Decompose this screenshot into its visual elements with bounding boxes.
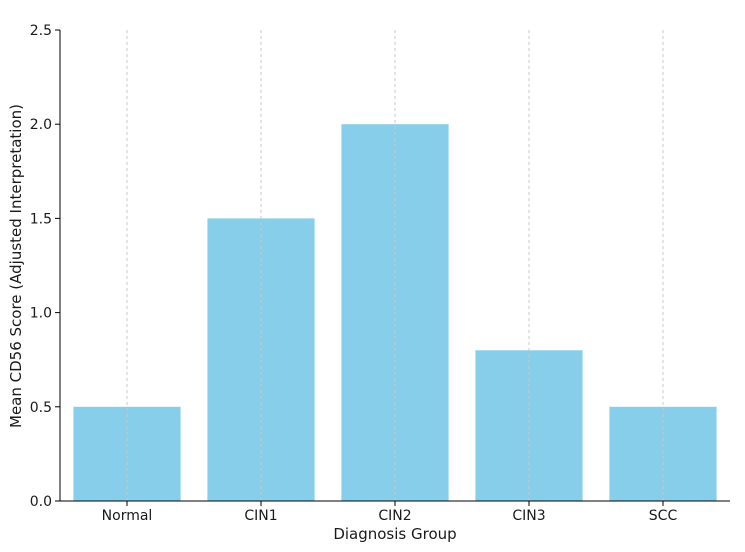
x-tick-label: CIN3 [512, 508, 545, 524]
x-tick-label: Normal [102, 508, 153, 524]
x-axis-label: Diagnosis Group [333, 525, 456, 543]
y-tick-label: 0.0 [30, 494, 52, 510]
ticks-layer: Normal CIN1 CIN2 CIN3 SCC 0.0 0.5 1.0 1.5 2.0 2.5 [30, 23, 678, 524]
y-axis-label: Mean CD56 Score (Adjusted Interpretation… [7, 104, 25, 428]
y-tick-label: 2.5 [30, 23, 52, 39]
x-tick-label: CIN1 [244, 508, 277, 524]
y-tick-label: 1.0 [30, 306, 52, 322]
y-tick-label: 0.5 [30, 400, 52, 416]
bars-layer [73, 124, 717, 501]
y-tick-label: 2.0 [30, 117, 52, 133]
grid-layer [126, 30, 664, 501]
x-tick-label: CIN2 [378, 508, 411, 524]
x-tick-label: SCC [649, 508, 678, 524]
y-tick-label: 1.5 [30, 211, 52, 227]
